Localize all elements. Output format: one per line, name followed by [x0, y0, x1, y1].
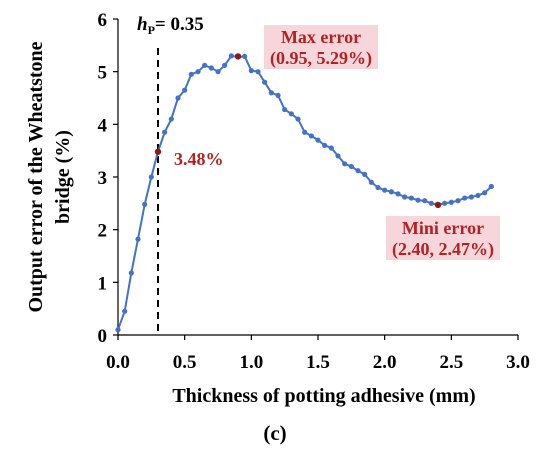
data-point: [342, 161, 348, 167]
x-tick-label: 3.0: [506, 352, 530, 373]
data-point: [248, 68, 254, 74]
data-point: [335, 153, 341, 159]
x-tick-label: 2.0: [373, 352, 397, 373]
data-point: [295, 116, 301, 122]
y-tick-label: 3: [98, 168, 108, 189]
data-point: [188, 71, 194, 77]
data-point: [142, 201, 148, 207]
data-point: [408, 195, 414, 201]
max-error-label-line-2: (0.95, 5.29%): [270, 48, 372, 69]
data-point: [302, 129, 308, 135]
mini-error-label-line-1: Mini error: [402, 218, 484, 238]
data-point: [348, 163, 354, 170]
data-point: [195, 69, 201, 75]
data-point: [355, 168, 361, 174]
y-tick-label: 4: [98, 115, 108, 136]
x-tick-label: 2.5: [439, 352, 463, 373]
x-axis-ticks: 0.0 0.5 1.0 1.5 2.0 2.5 3.0: [106, 335, 530, 373]
data-point: [488, 183, 494, 190]
data-point: [468, 194, 474, 200]
hp-label-value: = 0.35: [155, 14, 204, 35]
data-point: [202, 62, 208, 68]
hp-label-sub: P: [148, 23, 155, 37]
highlight-point: [234, 53, 242, 60]
data-point: [115, 327, 121, 333]
data-point: [362, 171, 368, 177]
data-point: [208, 65, 214, 71]
x-tick-label: 1.5: [306, 352, 330, 373]
data-point: [242, 53, 248, 59]
hp-label-main: h: [137, 14, 148, 35]
mini-error-label-line-2: (2.40, 2.47%): [392, 239, 494, 260]
data-point: [175, 95, 181, 101]
data-point: [282, 106, 288, 113]
data-point: [215, 69, 221, 75]
data-point: [162, 129, 168, 135]
x-tick-label: 0.0: [106, 352, 130, 373]
data-point: [455, 198, 461, 204]
data-point: [128, 270, 134, 276]
highlight-point: [154, 148, 162, 155]
hp-value-label: 3.48%: [174, 149, 224, 169]
data-point: [375, 184, 381, 191]
data-point: [475, 192, 481, 199]
y-tick-label: 2: [98, 221, 108, 242]
data-point: [122, 308, 128, 314]
data-point: [315, 137, 321, 143]
y-tick-label: 5: [98, 63, 108, 84]
y-tick-label: 1: [98, 273, 108, 294]
data-point: [442, 200, 448, 206]
x-tick-label: 0.5: [173, 352, 197, 373]
highlight-points: [154, 53, 442, 209]
data-point: [482, 190, 488, 196]
series-line: [117, 54, 492, 331]
y-axis-title-line-2: bridge (%): [52, 130, 74, 224]
x-tick-label: 1.0: [239, 352, 263, 373]
data-point: [222, 62, 228, 68]
data-point: [308, 133, 314, 139]
data-point: [388, 189, 394, 195]
panel-label: (c): [263, 421, 286, 445]
series-points: [115, 53, 494, 333]
data-point: [288, 111, 294, 117]
max-error-label-bg: [264, 25, 378, 69]
highlight-point: [434, 201, 442, 209]
data-point: [228, 53, 234, 59]
data-point: [275, 92, 281, 98]
data-point: [422, 198, 428, 204]
mini-error-label-bg: [386, 216, 500, 260]
max-error-label-line-1: Max error: [281, 27, 361, 47]
x-axis-title: Thickness of potting adhesive (mm): [172, 385, 475, 407]
data-point: [255, 69, 261, 75]
data-point: [428, 200, 434, 206]
data-point: [168, 116, 174, 122]
data-point: [262, 79, 268, 85]
y-axis-ticks: 0 1 2 3 4 5 6: [98, 10, 118, 347]
data-point: [462, 195, 468, 201]
data-point: [135, 236, 141, 242]
data-point: [395, 191, 401, 197]
data-point: [402, 194, 408, 200]
hp-label: hP= 0.35: [137, 14, 204, 37]
data-point: [322, 142, 328, 148]
data-point: [268, 90, 274, 96]
y-axis-title-line-1: Output error of the Wheatstone: [25, 41, 47, 312]
y-axis-title: Output error of the Wheatstone bridge (%…: [25, 41, 74, 312]
y-tick-label: 0: [98, 326, 108, 347]
y-tick-label: 6: [98, 10, 108, 31]
data-point: [148, 174, 154, 180]
data-point: [382, 187, 388, 193]
data-point: [368, 179, 374, 185]
data-point: [448, 199, 454, 205]
data-point: [182, 87, 188, 93]
data-point: [328, 145, 334, 151]
data-point: [415, 197, 421, 203]
